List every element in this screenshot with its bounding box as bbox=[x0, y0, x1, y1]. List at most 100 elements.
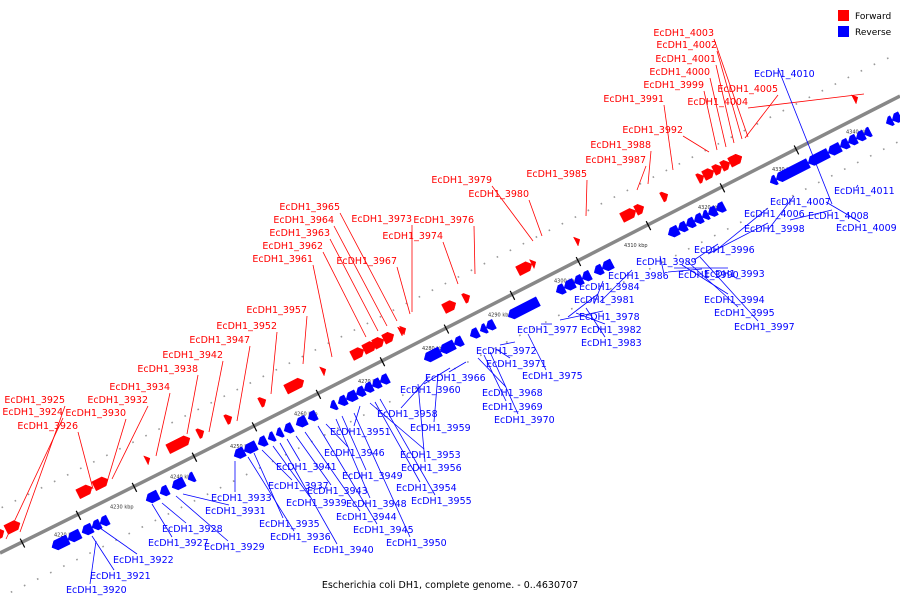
label-ecdh1-3970[interactable]: EcDH1_3970 bbox=[494, 415, 555, 426]
gene-ecdh1-3935[interactable] bbox=[187, 471, 197, 483]
label-ecdh1-3938[interactable]: EcDH1_3938 bbox=[137, 364, 198, 375]
gene-ecdh1-3996[interactable] bbox=[827, 141, 843, 156]
label-ecdh1-3978[interactable]: EcDH1_3978 bbox=[579, 312, 640, 323]
label-ecdh1-3999[interactable]: EcDH1_3999 bbox=[643, 80, 704, 91]
label-ecdh1-3935[interactable]: EcDH1_3935 bbox=[259, 519, 320, 530]
gene-ecdh1-3947[interactable] bbox=[223, 414, 233, 425]
gene-ecdh1-3966[interactable] bbox=[485, 318, 497, 331]
gene-ecdh1-3973[interactable] bbox=[398, 325, 407, 336]
label-ecdh1-4003[interactable]: EcDH1_4003 bbox=[653, 28, 714, 39]
gene-ecdh1-3991[interactable] bbox=[659, 191, 669, 203]
label-ecdh1-3956[interactable]: EcDH1_3956 bbox=[401, 463, 462, 474]
label-ecdh1-3992[interactable]: EcDH1_3992 bbox=[622, 125, 683, 136]
label-ecdh1-3937[interactable]: EcDH1_3937 bbox=[268, 481, 329, 492]
label-ecdh1-3966[interactable]: EcDH1_3966 bbox=[425, 373, 486, 384]
label-ecdh1-3986[interactable]: EcDH1_3986 bbox=[608, 271, 669, 282]
label-ecdh1-3979[interactable]: EcDH1_3979 bbox=[431, 175, 492, 186]
label-ecdh1-3962[interactable]: EcDH1_3962 bbox=[262, 241, 323, 252]
gene-ecdh1-3987[interactable] bbox=[619, 208, 637, 223]
gene-ecdh1-3956[interactable] bbox=[439, 339, 457, 355]
label-ecdh1-3984[interactable]: EcDH1_3984 bbox=[579, 282, 640, 293]
label-ecdh1-3983[interactable]: EcDH1_3983 bbox=[581, 338, 642, 349]
label-ecdh1-3968[interactable]: EcDH1_3968 bbox=[482, 388, 543, 399]
label-ecdh1-3943[interactable]: EcDH1_3943 bbox=[307, 486, 368, 497]
label-ecdh1-4006[interactable]: EcDH1_4006 bbox=[744, 209, 805, 220]
label-ecdh1-3987[interactable]: EcDH1_3987 bbox=[585, 155, 646, 166]
label-ecdh1-3957[interactable]: EcDH1_3957 bbox=[246, 305, 307, 316]
label-ecdh1-3927[interactable]: EcDH1_3927 bbox=[148, 538, 209, 549]
label-ecdh1-4000[interactable]: EcDH1_4000 bbox=[649, 67, 710, 78]
label-ecdh1-4010[interactable]: EcDH1_4010 bbox=[754, 69, 815, 80]
label-ecdh1-3928[interactable]: EcDH1_3928 bbox=[162, 524, 223, 535]
label-ecdh1-4008[interactable]: EcDH1_4008 bbox=[808, 211, 869, 222]
label-ecdh1-3993[interactable]: EcDH1_3993 bbox=[704, 269, 765, 280]
label-ecdh1-3952[interactable]: EcDH1_3952 bbox=[216, 321, 277, 332]
gene-ecdh1-3968[interactable] bbox=[507, 296, 541, 320]
label-ecdh1-3985[interactable]: EcDH1_3985 bbox=[526, 169, 587, 180]
label-ecdh1-3947[interactable]: EcDH1_3947 bbox=[189, 335, 250, 346]
gene-ecdh1-3940[interactable] bbox=[267, 431, 277, 442]
label-ecdh1-3967[interactable]: EcDH1_3967 bbox=[336, 256, 397, 267]
gene-ecdh1-3954[interactable] bbox=[379, 373, 391, 385]
label-ecdh1-3936[interactable]: EcDH1_3936 bbox=[270, 532, 331, 543]
label-ecdh1-3925[interactable]: EcDH1_3925 bbox=[4, 395, 65, 406]
label-ecdh1-3920[interactable]: EcDH1_3920 bbox=[66, 585, 127, 596]
label-ecdh1-3941[interactable]: EcDH1_3941 bbox=[276, 462, 337, 473]
gene-ecdh1-3976[interactable] bbox=[461, 293, 471, 304]
label-ecdh1-3924[interactable]: EcDH1_3924 bbox=[2, 407, 63, 418]
label-ecdh1-3929[interactable]: EcDH1_3929 bbox=[204, 542, 265, 553]
gene-ecdh1-4009[interactable] bbox=[891, 111, 900, 123]
label-ecdh1-3950[interactable]: EcDH1_3950 bbox=[386, 538, 447, 549]
gene-ecdh1-3921[interactable] bbox=[67, 528, 83, 543]
label-ecdh1-3974[interactable]: EcDH1_3974 bbox=[382, 231, 443, 242]
label-ecdh1-4007[interactable]: EcDH1_4007 bbox=[770, 197, 831, 208]
label-ecdh1-4005[interactable]: EcDH1_4005 bbox=[717, 84, 778, 95]
label-ecdh1-3922[interactable]: EcDH1_3922 bbox=[113, 555, 174, 566]
gene-ecdh1-4005[interactable] bbox=[729, 153, 743, 167]
label-ecdh1-3995[interactable]: EcDH1_3995 bbox=[714, 308, 775, 319]
label-ecdh1-4011[interactable]: EcDH1_4011 bbox=[834, 186, 895, 197]
gene-ecdh1-3964[interactable] bbox=[371, 337, 385, 350]
gene-ecdh1-3937[interactable] bbox=[243, 440, 259, 454]
gene-ecdh1-3938[interactable] bbox=[165, 435, 191, 455]
gene-ecdh1-3942[interactable] bbox=[195, 428, 205, 439]
gene-ecdh1-4011[interactable] bbox=[51, 534, 71, 551]
gene-ecdh1-3946[interactable] bbox=[329, 399, 339, 411]
label-ecdh1-3955[interactable]: EcDH1_3955 bbox=[411, 496, 472, 507]
label-ecdh1-3971[interactable]: EcDH1_3971 bbox=[486, 359, 547, 370]
label-ecdh1-3996[interactable]: EcDH1_3996 bbox=[694, 245, 755, 256]
label-ecdh1-3942[interactable]: EcDH1_3942 bbox=[162, 350, 223, 361]
label-ecdh1-3965[interactable]: EcDH1_3965 bbox=[279, 202, 340, 213]
label-ecdh1-3939[interactable]: EcDH1_3939 bbox=[286, 498, 347, 509]
label-ecdh1-3931[interactable]: EcDH1_3931 bbox=[205, 506, 266, 517]
gene-ecdh1-3959[interactable] bbox=[469, 327, 481, 339]
label-ecdh1-3963[interactable]: EcDH1_3963 bbox=[269, 228, 330, 239]
gene-ecdh1-3958[interactable] bbox=[453, 335, 465, 347]
gene-ecdh1-3949[interactable] bbox=[345, 389, 359, 403]
label-ecdh1-3926[interactable]: EcDH1_3926 bbox=[17, 421, 78, 432]
label-ecdh1-3948[interactable]: EcDH1_3948 bbox=[346, 499, 407, 510]
label-ecdh1-3982[interactable]: EcDH1_3982 bbox=[581, 325, 642, 336]
label-ecdh1-3989[interactable]: EcDH1_3989 bbox=[636, 257, 697, 268]
label-ecdh1-3981[interactable]: EcDH1_3981 bbox=[574, 295, 635, 306]
gene-ecdh1-3961[interactable] bbox=[319, 366, 327, 377]
label-ecdh1-3958[interactable]: EcDH1_3958 bbox=[377, 409, 438, 420]
label-ecdh1-3980[interactable]: EcDH1_3980 bbox=[468, 189, 529, 200]
gene-ecdh1-3999[interactable] bbox=[701, 168, 715, 181]
label-ecdh1-3940[interactable]: EcDH1_3940 bbox=[313, 545, 374, 556]
gene-ecdh1-3957[interactable] bbox=[283, 377, 305, 395]
label-ecdh1-3961[interactable]: EcDH1_3961 bbox=[252, 254, 313, 265]
label-ecdh1-3969[interactable]: EcDH1_3969 bbox=[482, 402, 543, 413]
label-ecdh1-3933[interactable]: EcDH1_3933 bbox=[211, 493, 272, 504]
label-ecdh1-3998[interactable]: EcDH1_3998 bbox=[744, 224, 805, 235]
label-ecdh1-3930[interactable]: EcDH1_3930 bbox=[65, 408, 126, 419]
gene-ecdh1-3974[interactable] bbox=[441, 300, 457, 314]
gene-ecdh1-3944[interactable] bbox=[295, 414, 309, 428]
label-ecdh1-3934[interactable]: EcDH1_3934 bbox=[109, 382, 170, 393]
gene-ecdh1-3972[interactable] bbox=[581, 269, 593, 282]
gene-ecdh1-3928[interactable] bbox=[99, 514, 111, 527]
label-ecdh1-4001[interactable]: EcDH1_4001 bbox=[655, 54, 716, 65]
gene-ecdh1-3945[interactable] bbox=[307, 409, 319, 422]
gene-ecdh1-3943[interactable] bbox=[283, 422, 295, 434]
gene-ecdh1-3952[interactable] bbox=[257, 397, 267, 408]
